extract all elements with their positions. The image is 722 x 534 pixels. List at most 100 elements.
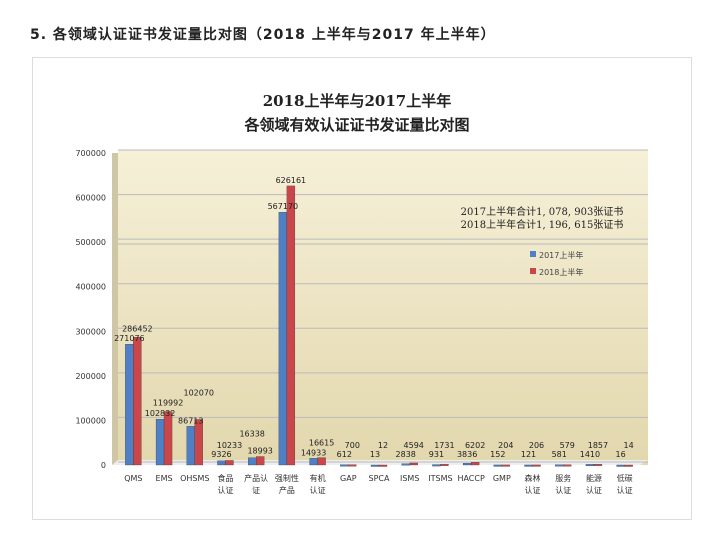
bar-2018上半年 [133,337,142,466]
data-label: 581 [552,450,567,459]
bar-2018上半年 [470,462,480,466]
plot-side-wall [112,153,118,465]
data-label: 206 [529,441,544,450]
x-tick-label: SPCA [369,474,390,483]
data-label: 4594 [404,441,424,450]
x-tick-label: 认证 [555,485,571,495]
bar-2018上半年 [440,464,449,466]
legend-label: 2017上半年 [539,250,583,260]
bar-2017上半年 [309,458,318,466]
x-tick-label: 认证 [310,485,326,495]
bar-2017上半年 [370,464,380,467]
total-annotation: 2017上半年合计1, 078, 903张证书 [461,205,624,218]
data-label: 152 [490,450,505,459]
data-label: 700 [345,441,360,450]
data-label: 6202 [465,441,485,450]
y-tick-label: 200000 [75,372,106,381]
x-tick-label: ISMS [400,474,419,483]
bar-2018上半年 [624,464,633,467]
x-tick-label: EMS [156,474,173,483]
x-tick-label: 强制性 [275,473,299,483]
bar-2017上半年 [616,464,625,467]
chart-title: 2018上半年与2017上半年 [263,92,452,110]
bar-2017上半年 [217,460,226,466]
x-tick-label: OHSMS [180,474,209,483]
x-tick-label: 能源 [586,473,602,483]
bar-2018上半年 [409,462,418,466]
data-label: 271076 [114,334,145,343]
x-tick-label: 服务 [555,473,571,483]
x-tick-label: 有机 [310,473,326,483]
data-label: 86713 [178,416,203,425]
bar-2018上半年 [532,464,541,467]
x-tick-label: 森林 [525,473,541,483]
legend-swatch [530,268,536,274]
bar-2018上半年 [501,464,510,467]
data-label: 121 [521,450,536,459]
data-label: 1410 [580,450,600,459]
bar-2017上半年 [278,212,288,466]
data-label: 626161 [276,176,307,185]
x-tick-label: GMP [493,474,511,483]
data-label: 18993 [247,447,272,456]
bar-2017上半年 [155,419,165,466]
bar-2018上半年 [593,464,603,466]
bar-2017上半年 [493,464,502,467]
y-tick-label: 500000 [75,238,106,247]
x-tick-label: ITSMS [428,474,452,483]
bar-2018上半年 [563,464,572,467]
bar-2017上半年 [432,464,441,467]
bar-2017上半年 [524,464,533,467]
bar-2018上半年 [317,457,326,466]
y-tick-label: 400000 [75,283,106,292]
data-label: 16615 [309,439,334,448]
x-tick-label: GAP [340,474,357,483]
x-tick-label: 证 [252,486,260,495]
y-tick-label: 700000 [75,149,106,158]
data-label: 12 [378,441,388,450]
bar-2018上半年 [225,460,234,466]
data-label: 102832 [145,409,176,418]
data-label: 1857 [588,441,608,450]
bar-2018上半年 [163,411,173,466]
bar-2017上半年 [401,463,410,466]
total-annotation: 2018上半年合计1, 196, 615张证书 [461,218,624,231]
section-heading: 5. 各领域认证证书发证量比对图（2018 上半年与2017 年上半年） [30,27,496,43]
y-tick-label: 300000 [75,327,106,336]
x-tick-label: HACCP [457,474,485,483]
bar-2017上半年 [125,344,134,466]
bar-2017上半年 [248,457,257,466]
bar-2017上半年 [340,464,349,467]
data-label: 931 [429,450,444,459]
data-label: 3836 [457,450,477,459]
data-label: 16338 [239,430,264,439]
data-label: 1731 [434,441,454,450]
data-label: 9326 [211,450,231,459]
data-label: 10233 [217,441,242,450]
data-label: 119992 [153,399,184,408]
legend-label: 2018上半年 [539,267,583,277]
legend-swatch [530,251,536,257]
data-label: 204 [498,441,513,450]
x-tick-label: QMS [124,474,142,483]
data-label: 612 [337,450,352,459]
x-tick-label: 认证 [525,485,541,495]
plot-area [118,150,648,465]
x-tick-label: 食品 [217,473,233,483]
data-label: 14 [624,441,634,450]
bar-2018上半年 [286,185,296,466]
bar-2018上半年 [378,464,388,467]
x-tick-label: 产品 [279,485,295,495]
x-tick-label: 认证 [217,485,233,495]
bar-2017上半年 [186,426,195,466]
data-label: 14933 [301,448,326,457]
bar-2018上半年 [256,456,265,466]
bar-2018上半年 [194,419,203,466]
data-label: 16 [616,450,626,459]
x-tick-label: 低碳 [617,473,633,483]
data-label: 567170 [268,202,299,211]
bar-2018上半年 [348,464,357,467]
chart-subtitle: 各领域有效认证证书发证量比对图 [243,116,469,134]
bar-2017上半年 [555,464,564,467]
